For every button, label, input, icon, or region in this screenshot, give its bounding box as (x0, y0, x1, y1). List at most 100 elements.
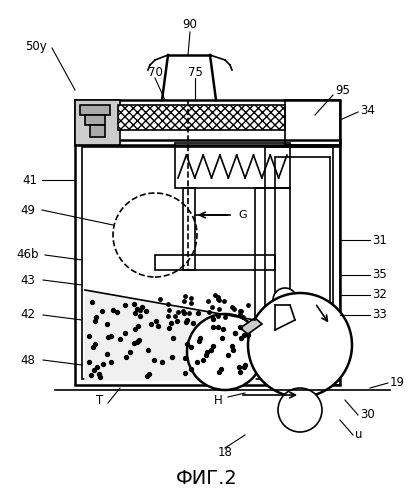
Point (214, 296, 221, 304)
Point (123, 352, 130, 360)
Point (199, 356, 205, 364)
Bar (154, 255, 274, 270)
Point (244, 330, 250, 338)
Point (215, 305, 222, 313)
Point (121, 301, 128, 309)
Point (217, 366, 223, 374)
Point (114, 308, 121, 316)
Text: 95: 95 (334, 84, 349, 96)
Point (224, 351, 230, 359)
Point (240, 363, 247, 371)
Text: H: H (213, 394, 222, 406)
Point (202, 350, 209, 358)
Point (130, 338, 136, 346)
Text: 18: 18 (217, 446, 232, 458)
Text: 34: 34 (359, 104, 374, 117)
Point (143, 372, 150, 380)
Point (131, 300, 137, 308)
Circle shape (272, 288, 296, 312)
Text: 33: 33 (371, 308, 386, 322)
Point (187, 300, 193, 308)
Point (236, 368, 243, 376)
Bar (274, 157, 329, 375)
Point (215, 312, 221, 320)
Point (154, 322, 161, 330)
Point (180, 296, 187, 304)
Point (104, 320, 110, 328)
Point (107, 358, 114, 366)
Point (135, 336, 142, 344)
Text: 41: 41 (22, 174, 38, 186)
Point (132, 325, 138, 333)
Point (181, 368, 188, 376)
Point (165, 324, 171, 332)
Point (88, 372, 95, 380)
Text: 30: 30 (359, 408, 374, 422)
Point (145, 370, 152, 378)
Point (180, 306, 186, 314)
Bar (175, 143, 289, 188)
Point (196, 334, 203, 342)
Point (236, 306, 243, 314)
Text: u: u (354, 428, 362, 442)
Point (131, 310, 138, 318)
Point (237, 306, 244, 314)
Bar (75, 100, 339, 145)
Point (194, 309, 201, 317)
Point (134, 338, 140, 345)
Point (104, 350, 110, 358)
Point (174, 308, 180, 316)
Bar (75, 140, 339, 385)
Point (236, 324, 242, 332)
Point (204, 297, 211, 305)
Point (182, 354, 188, 362)
Point (135, 322, 141, 330)
Bar (80, 105, 110, 115)
Point (214, 323, 221, 331)
Point (99, 308, 105, 316)
Point (241, 361, 248, 369)
Point (110, 306, 116, 314)
Bar (85, 115, 105, 125)
Point (237, 334, 244, 342)
Point (90, 344, 96, 351)
Point (220, 297, 227, 305)
Point (236, 310, 242, 318)
Point (171, 312, 178, 320)
Point (99, 360, 106, 368)
Point (229, 346, 235, 354)
Point (183, 316, 190, 324)
Point (165, 312, 171, 320)
Point (193, 358, 200, 366)
Point (240, 330, 247, 338)
Bar (75, 100, 120, 145)
Text: 90: 90 (182, 18, 197, 32)
Bar (90, 125, 105, 137)
Point (185, 308, 192, 316)
Bar (254, 188, 289, 320)
Point (187, 342, 193, 350)
Point (147, 320, 154, 328)
Point (152, 317, 159, 325)
Point (231, 329, 238, 337)
Bar (118, 105, 284, 130)
Point (203, 348, 209, 356)
Point (97, 373, 103, 381)
Point (215, 296, 221, 304)
Text: 43: 43 (21, 274, 36, 286)
Point (126, 348, 133, 356)
Point (180, 308, 187, 316)
Point (214, 293, 221, 301)
Text: 70: 70 (147, 66, 162, 78)
Text: 50y: 50y (25, 40, 47, 53)
Point (209, 342, 216, 350)
Text: 48: 48 (21, 354, 36, 366)
Point (136, 312, 143, 320)
Polygon shape (85, 290, 254, 380)
Text: 42: 42 (21, 308, 36, 322)
Point (169, 334, 176, 342)
Text: ФИГ.2: ФИГ.2 (176, 468, 237, 487)
Point (231, 330, 238, 338)
Point (138, 303, 145, 311)
Point (108, 332, 114, 340)
